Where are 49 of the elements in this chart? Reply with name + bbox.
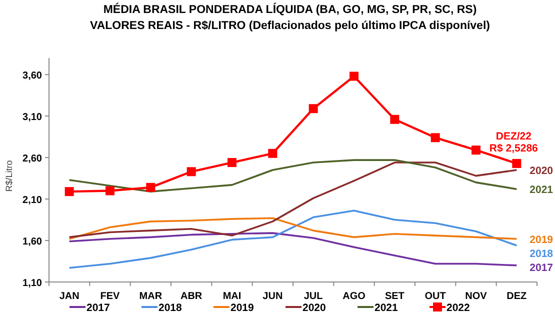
legend-label: 2017	[86, 302, 110, 314]
text: 2019	[530, 234, 554, 246]
x-tick-label: JUN	[262, 291, 283, 302]
x-tick-label: DEZ	[506, 291, 527, 302]
text: 2017	[530, 262, 554, 274]
x-tick-label: MAR	[139, 291, 163, 302]
y-tick-label: 2,60	[22, 154, 42, 165]
annotation: DEZ/22 R$ 2,5286	[489, 130, 538, 154]
point	[106, 186, 114, 196]
line-series	[68, 210, 518, 269]
y-axis-title: R$/Litro	[4, 160, 14, 192]
legend-label: 2019	[230, 302, 254, 314]
x-tick-label: MAI	[222, 291, 242, 302]
point	[308, 104, 318, 114]
point	[268, 148, 278, 158]
y-tick-label: 3,60	[22, 70, 42, 82]
point	[512, 158, 522, 168]
text: 2021	[530, 184, 554, 196]
point	[472, 146, 480, 155]
x-tick-label: NOV	[465, 291, 488, 302]
x-tick-label: ABR	[180, 291, 203, 302]
line-series	[68, 217, 518, 240]
point	[430, 133, 440, 142]
y-tick-label: 1,10	[22, 278, 42, 289]
point	[228, 158, 236, 168]
point	[146, 182, 156, 192]
x-tick-label: JAN	[59, 291, 80, 302]
legend-label: 2021	[374, 302, 398, 314]
legend-label: 2020	[302, 302, 326, 314]
line-series	[68, 232, 518, 266]
y-tick-label: 3,10	[22, 112, 42, 124]
point	[64, 187, 74, 196]
text: 2018	[530, 248, 554, 260]
line-series	[68, 162, 518, 238]
legend-label: 2018	[158, 302, 182, 314]
y-tick-label: 2,10	[22, 195, 42, 206]
chart-subtitle: VALORES REAIS - R$/LITRO (Deflacionados pelo último IPCA disponível)	[90, 20, 490, 32]
text: 2020	[530, 165, 554, 177]
legend-label: 2022	[446, 302, 470, 314]
x-tick-label: AGO	[342, 291, 366, 302]
point	[350, 72, 358, 81]
y-tick-label: 1,60	[22, 236, 42, 248]
x-tick-label: OUT	[424, 291, 446, 302]
point	[390, 114, 400, 124]
x-tick-label: JUL	[304, 291, 323, 302]
x-tick-label: FEV	[100, 291, 120, 302]
point	[186, 167, 196, 176]
x-tick-label: SET	[384, 291, 404, 302]
chart-title: MÉDIA BRASIL PONDERADA LÍQUIDA (BA, GO, MG, SP, PR, SC, RS)	[103, 2, 477, 16]
